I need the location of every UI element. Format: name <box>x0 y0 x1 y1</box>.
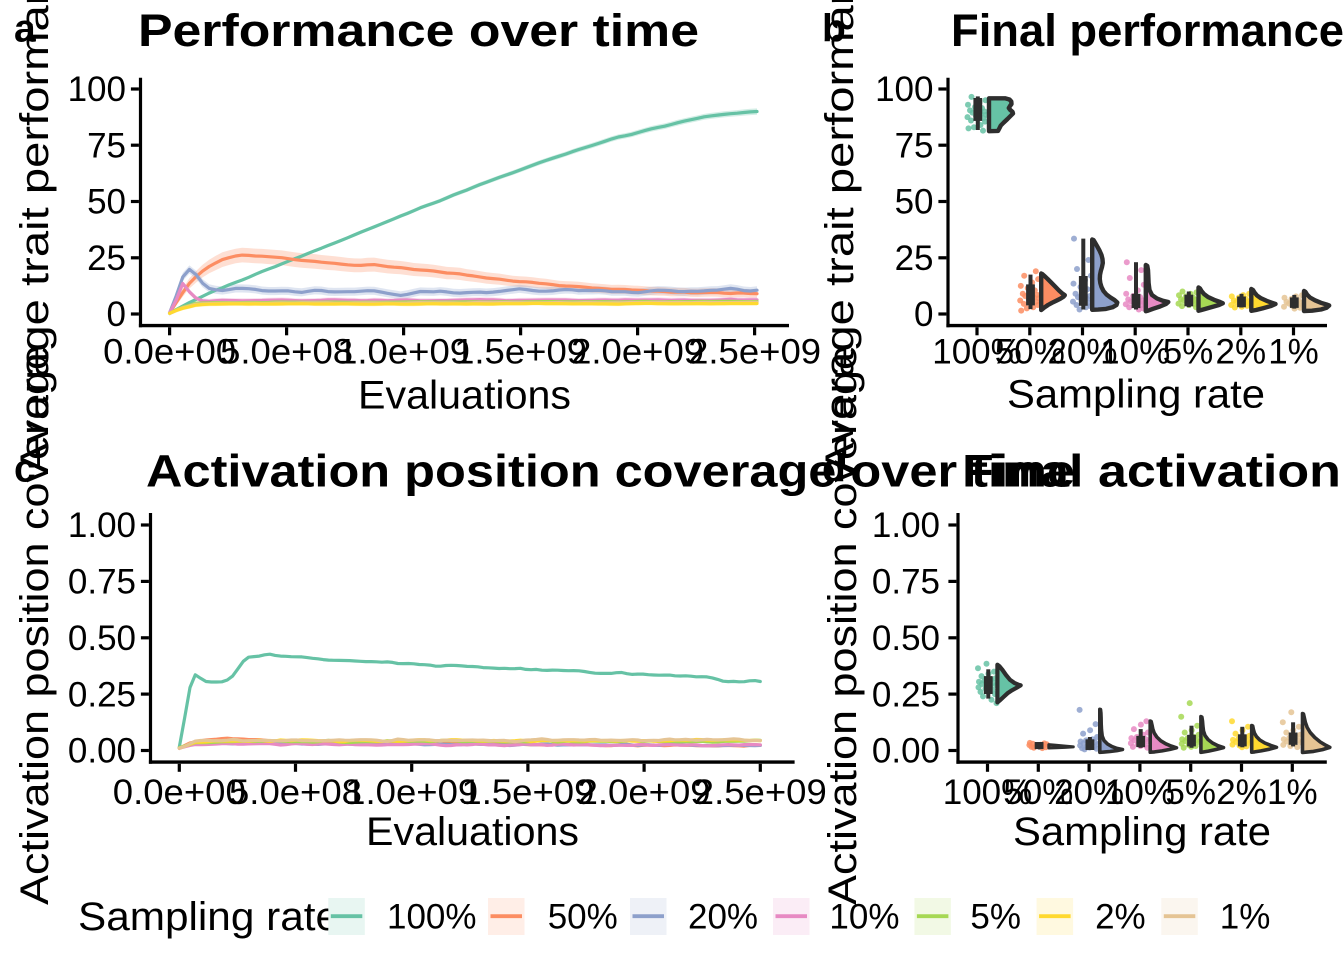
svg-text:1%: 1% <box>1267 773 1318 812</box>
svg-text:5%: 5% <box>970 898 1021 937</box>
svg-text:25: 25 <box>895 239 934 278</box>
svg-text:75: 75 <box>87 126 126 165</box>
svg-text:Sampling rate: Sampling rate <box>78 895 339 939</box>
svg-text:Activation position coverage: Activation position coverage <box>13 345 57 905</box>
svg-text:Activation position coverage: Activation position coverage <box>821 345 865 905</box>
svg-text:100%: 100% <box>943 773 1033 812</box>
svg-text:Average trait performance: Average trait performance <box>818 0 862 474</box>
svg-text:5%: 5% <box>1165 773 1216 812</box>
svg-text:0.00: 0.00 <box>68 732 136 771</box>
svg-text:0.50: 0.50 <box>872 619 940 658</box>
svg-text:50%: 50% <box>1003 773 1073 812</box>
svg-text:0: 0 <box>107 295 126 334</box>
svg-text:a: a <box>14 8 36 51</box>
svg-text:0.25: 0.25 <box>872 675 940 714</box>
svg-text:1.0e+09: 1.0e+09 <box>337 333 470 372</box>
svg-text:100%: 100% <box>932 333 1022 372</box>
svg-text:100: 100 <box>68 70 126 109</box>
svg-text:10%: 10% <box>1105 773 1175 812</box>
svg-text:Activation position coverage o: Activation position coverage over time <box>146 446 1075 497</box>
svg-text:0.75: 0.75 <box>68 563 136 602</box>
svg-text:5.0e+08: 5.0e+08 <box>220 333 353 372</box>
svg-text:Performance over time: Performance over time <box>138 5 699 56</box>
svg-text:0.50: 0.50 <box>68 619 136 658</box>
svg-text:0.0e+00: 0.0e+00 <box>103 333 236 372</box>
svg-text:10%: 10% <box>1100 333 1170 372</box>
svg-text:2.5e+09: 2.5e+09 <box>688 333 821 372</box>
svg-text:20%: 20% <box>1047 333 1117 372</box>
svg-text:c: c <box>14 448 36 491</box>
svg-text:0.25: 0.25 <box>68 675 136 714</box>
svg-text:d: d <box>822 448 846 491</box>
svg-text:Sampling rate: Sampling rate <box>1007 373 1265 417</box>
svg-text:100: 100 <box>875 70 933 109</box>
svg-text:1.5e+09: 1.5e+09 <box>454 333 587 372</box>
svg-text:Evaluations: Evaluations <box>358 374 571 418</box>
svg-text:1.5e+09: 1.5e+09 <box>461 773 594 812</box>
svg-text:Average trait performance: Average trait performance <box>13 0 57 474</box>
svg-text:1.00: 1.00 <box>68 506 136 545</box>
svg-text:0.00: 0.00 <box>872 732 940 771</box>
svg-text:20%: 20% <box>1054 773 1124 812</box>
svg-text:100%: 100% <box>387 898 477 937</box>
svg-text:Evaluations: Evaluations <box>366 810 579 854</box>
svg-text:2.0e+09: 2.0e+09 <box>571 333 704 372</box>
svg-text:Final performance: Final performance <box>951 5 1344 56</box>
svg-text:20%: 20% <box>688 898 758 937</box>
svg-text:0.75: 0.75 <box>872 563 940 602</box>
svg-text:b: b <box>822 8 846 51</box>
svg-text:2%: 2% <box>1216 333 1267 372</box>
svg-text:5.0e+08: 5.0e+08 <box>229 773 362 812</box>
svg-text:0: 0 <box>914 295 933 334</box>
svg-text:25: 25 <box>87 239 126 278</box>
svg-text:2.0e+09: 2.0e+09 <box>578 773 711 812</box>
svg-text:2%: 2% <box>1216 773 1267 812</box>
svg-text:Sampling rate: Sampling rate <box>1013 810 1271 854</box>
svg-text:5%: 5% <box>1163 333 1214 372</box>
svg-text:50: 50 <box>895 183 934 222</box>
svg-text:50%: 50% <box>995 333 1065 372</box>
svg-text:1%: 1% <box>1268 333 1319 372</box>
svg-text:0.0e+00: 0.0e+00 <box>113 773 246 812</box>
svg-text:50%: 50% <box>548 898 618 937</box>
svg-text:10%: 10% <box>829 898 899 937</box>
svg-text:75: 75 <box>895 126 934 165</box>
svg-text:Final activation position cove: Final activation position coverage <box>962 446 1344 497</box>
svg-text:50: 50 <box>87 183 126 222</box>
svg-text:2%: 2% <box>1095 898 1146 937</box>
svg-text:1%: 1% <box>1220 898 1271 937</box>
svg-text:2.5e+09: 2.5e+09 <box>694 773 827 812</box>
svg-text:1.00: 1.00 <box>872 506 940 545</box>
svg-text:1.0e+09: 1.0e+09 <box>345 773 478 812</box>
